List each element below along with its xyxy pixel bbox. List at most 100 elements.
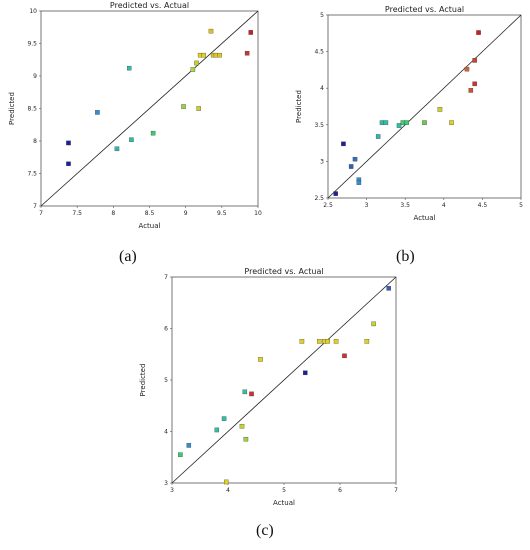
y-tick-label: 10	[29, 8, 37, 15]
x-tick-label: 3.5	[400, 202, 410, 209]
data-point	[114, 146, 120, 152]
data-point	[422, 120, 427, 125]
data-point	[66, 161, 71, 166]
data-point	[194, 60, 199, 66]
data-point	[386, 286, 391, 291]
x-axis-label: Actual	[273, 499, 295, 507]
data-point	[178, 452, 183, 457]
data-point	[126, 65, 132, 71]
data-point	[248, 30, 254, 35]
x-tick-label: 6	[338, 487, 342, 494]
data-point	[379, 120, 385, 125]
y-tick-label: 3	[320, 158, 324, 165]
y-tick-label: 4	[164, 429, 168, 436]
data-point	[244, 51, 250, 56]
data-point	[303, 370, 308, 376]
data-point	[348, 164, 354, 169]
data-point	[95, 110, 100, 115]
data-point	[333, 191, 338, 196]
data-point	[352, 156, 358, 162]
data-point	[437, 107, 443, 112]
data-point	[129, 137, 134, 142]
data-point	[150, 130, 156, 136]
x-tick-label: 5	[519, 202, 523, 209]
data-point	[239, 424, 245, 429]
data-point	[190, 67, 196, 72]
x-tick-label: 9.5	[217, 210, 227, 217]
scatter-chart-c: Predicted vs. Actual 3 4 5 6 7 3 4 5 6 7 Actual Pred…	[139, 267, 398, 507]
y-tick-label: 7	[164, 274, 168, 281]
data-point	[186, 443, 192, 448]
x-tick-label: 4	[226, 487, 230, 494]
data-point	[472, 81, 477, 87]
data-point	[333, 339, 339, 344]
y-tick-label: 5	[164, 377, 168, 384]
chart-title: Predicted vs. Actual	[244, 267, 323, 276]
x-tick-label: 3	[170, 487, 174, 494]
data-point	[476, 30, 481, 35]
y-tick-label: 9	[33, 73, 37, 80]
x-tick-label: 7	[39, 210, 43, 217]
caption-c: (c)	[256, 522, 274, 539]
data-point	[449, 120, 454, 125]
chart-title: Predicted vs. Actual	[385, 5, 464, 14]
y-tick-label: 9.5	[27, 41, 37, 48]
data-point	[208, 28, 214, 34]
chart-title: Predicted vs. Actual	[110, 1, 189, 10]
x-tick-label: 7.5	[72, 210, 82, 217]
chart-panel-c: Predicted vs. Actual 3 4 5 6 7 3 4 5 6 7 Actual Pred…	[130, 266, 400, 521]
data-point	[181, 104, 186, 109]
x-tick-label: 8	[111, 210, 115, 217]
data-point	[383, 120, 389, 125]
diagonal-line	[171, 276, 397, 484]
data-point	[243, 436, 249, 442]
x-tick-label: 3	[365, 202, 369, 209]
data-point	[396, 123, 402, 128]
data-point	[356, 180, 362, 185]
y-tick-label: 8.5	[27, 106, 37, 113]
y-tick-label: 7.5	[27, 171, 37, 178]
y-tick-label: 7	[33, 203, 37, 210]
y-axis-label: Predicted	[8, 92, 16, 125]
data-point	[217, 52, 222, 58]
data-point	[341, 141, 346, 147]
data-point	[214, 427, 220, 433]
diagonal-line	[40, 10, 259, 207]
scatter-chart-a: Predicted vs. Actual 7 7.5 8 8.5 9 9.5 10 7 7.5 8 8…	[8, 1, 262, 230]
x-tick-label: 4	[442, 202, 446, 209]
x-axis-label: Actual	[139, 222, 161, 230]
data-point	[375, 134, 381, 139]
y-tick-label: 3	[164, 480, 168, 487]
y-tick-label: 3.5	[314, 122, 324, 129]
x-tick-label: 4.5	[478, 202, 488, 209]
data-point	[468, 88, 474, 93]
data-point	[342, 353, 347, 359]
y-tick-label: 8	[33, 138, 37, 145]
data-point	[317, 339, 322, 344]
diagonal-line	[327, 14, 522, 199]
x-tick-label: 5	[282, 487, 286, 494]
x-tick-label: 8.5	[145, 210, 155, 217]
y-tick-label: 4	[320, 85, 324, 92]
x-axis-label: Actual	[414, 214, 436, 222]
data-point	[221, 416, 227, 421]
data-point	[371, 321, 376, 327]
caption-a: (a)	[119, 248, 137, 265]
y-tick-label: 6	[164, 326, 168, 333]
scatter-chart-b: Predicted vs. Actual 2.5 3 3.5 4 4.5 5 2.5 3 3.5 4…	[295, 5, 523, 222]
y-axis-label: Predicted	[139, 364, 147, 397]
y-axis-label: Predicted	[295, 90, 303, 123]
data-point	[258, 357, 263, 362]
data-point	[249, 391, 254, 397]
data-point	[464, 66, 470, 72]
data-point	[325, 339, 330, 344]
data-point	[224, 479, 229, 485]
data-point	[400, 120, 406, 125]
data-point	[299, 339, 305, 344]
chart-panel-a: Predicted vs. Actual 7 7.5 8 8.5 9 9.5 10 7 7.5 8 8…	[0, 0, 265, 240]
data-point	[364, 339, 370, 344]
x-tick-label: 9	[184, 210, 188, 217]
y-tick-label: 4.5	[314, 49, 324, 56]
data-point	[201, 52, 206, 58]
data-point	[66, 140, 71, 146]
